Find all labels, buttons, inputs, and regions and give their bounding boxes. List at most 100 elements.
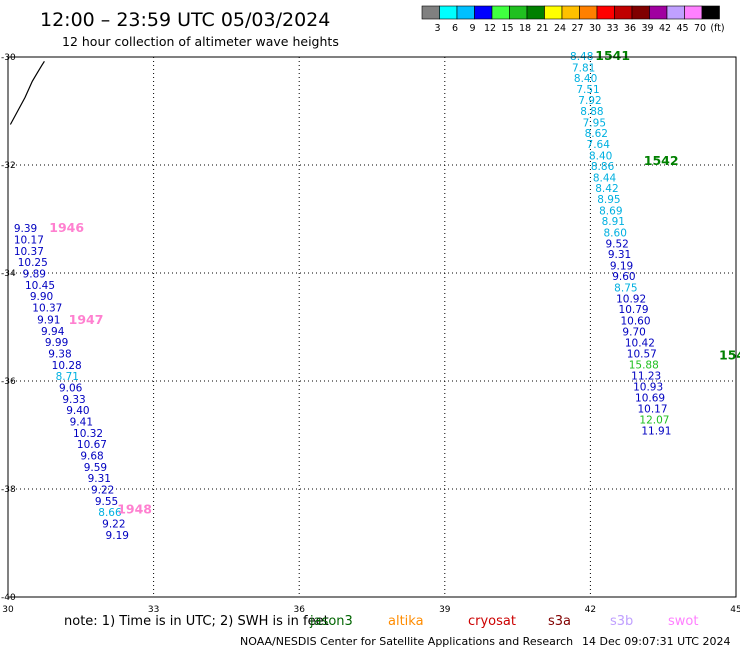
wave-height-value: 15.88 [629, 359, 659, 371]
scale-label: 42 [659, 23, 671, 34]
x-tick-label: 36 [293, 605, 305, 615]
wave-height-value: 10.25 [18, 257, 48, 269]
scale-label: 6 [452, 23, 458, 34]
scale-swatch-15 [684, 5, 703, 20]
wave-height-value: 10.57 [627, 348, 657, 360]
pass-time-label: 1948 [117, 502, 152, 517]
scale-label: 70 [694, 23, 706, 34]
wave-height-value: 8.62 [585, 128, 608, 140]
x-tick-label: 42 [585, 605, 596, 615]
wave-height-value: 9.91 [37, 314, 60, 326]
wave-height-value: 12.07 [639, 414, 669, 426]
wave-height-value: 9.90 [30, 291, 53, 303]
y-tick-label: -40 [1, 593, 16, 603]
wave-height-value: 10.37 [14, 246, 44, 258]
scale-label: 15 [501, 23, 513, 34]
wave-height-value: 9.19 [106, 530, 129, 542]
scale-swatch-6 [526, 5, 545, 20]
color-scale-legend: 3 6 9 12 15 18 21 24 27 30 33 36 39 42 45 70 (ft) [421, 5, 725, 34]
wave-height-value: 8.44 [593, 172, 617, 184]
scale-label: 18 [519, 23, 531, 34]
chart-title: 12:00 – 23:59 UTC 05/03/2024 [40, 9, 330, 31]
wave-height-value: 8.40 [589, 150, 612, 162]
plot-frame [7, 56, 737, 598]
pass-time-label: 1947 [69, 312, 104, 327]
satellite-legend-s3a: s3a [548, 614, 571, 629]
scale-label: 12 [484, 23, 496, 34]
wave-height-value: 7.81 [572, 62, 595, 74]
footer-credit: NOAA/NESDIS Center for Satellite Applica… [240, 635, 573, 648]
scale-swatch-10 [596, 5, 615, 20]
scale-label: (ft) [710, 23, 724, 34]
scale-swatch-11 [614, 5, 633, 20]
satellite-legend-jason3: jason3 [309, 614, 353, 629]
footer-note: note: 1) Time is in UTC; 2) SWH is in fe… [64, 614, 329, 629]
wave-height-value: 9.52 [605, 238, 628, 250]
wave-height-value: 8.42 [595, 183, 618, 195]
pass-time-label: 1946 [49, 220, 84, 235]
wave-height-value: 9.31 [88, 473, 111, 485]
wave-height-value: 8.91 [602, 216, 625, 228]
wave-height-value: 10.93 [633, 381, 663, 393]
wave-height-value: 8.69 [599, 205, 622, 217]
wave-height-value: 8.86 [591, 161, 615, 173]
wave-height-value: 10.37 [32, 303, 62, 315]
wave-height-value: 9.22 [102, 519, 125, 531]
x-tick-label: 33 [148, 605, 159, 615]
plot-area: 30 33 36 39 42 45-30-32-34-36-38-408.487.818.… [1, 48, 740, 615]
scale-label: 36 [624, 23, 636, 34]
scale-swatch-2 [456, 5, 475, 20]
satellite-legend-cryosat: cryosat [468, 614, 516, 629]
scale-swatch-7 [544, 5, 563, 20]
scale-label: 45 [676, 23, 688, 34]
wave-height-value: 9.33 [62, 394, 85, 406]
scale-label: 9 [469, 23, 475, 34]
wave-height-value: 8.60 [604, 228, 627, 240]
coastline [9, 60, 45, 125]
wave-height-value: 9.59 [84, 462, 107, 474]
scale-label: 33 [606, 23, 618, 34]
wave-height-value: 7.51 [576, 84, 599, 96]
wave-height-value: 7.95 [583, 117, 606, 129]
scale-swatch-12 [631, 5, 650, 20]
pass-time-label: 1543 [719, 348, 740, 363]
scale-swatch-13 [649, 5, 668, 20]
wave-height-value: 10.28 [52, 360, 82, 372]
scale-label: 39 [641, 23, 653, 34]
wave-height-value: 10.79 [619, 304, 649, 316]
x-tick-label: 39 [439, 605, 451, 615]
scale-swatch-16 [701, 5, 720, 20]
scale-label: 24 [554, 23, 566, 34]
wave-height-value: 10.17 [14, 235, 44, 247]
satellite-legend-s3b: s3b [610, 614, 633, 629]
wave-height-value: 8.75 [614, 283, 637, 295]
satellite-legend: jason3 altika cryosat s3a s3b swot [309, 614, 698, 629]
wave-height-value: 10.45 [25, 280, 55, 292]
chart-subtitle: 12 hour collection of altimeter wave hei… [62, 34, 339, 49]
wave-height-value: 9.31 [608, 249, 631, 261]
wave-height-value: 10.60 [620, 316, 650, 328]
wave-height-value: 9.19 [610, 260, 633, 272]
footer-timestamp: 14 Dec 09:07:31 UTC 2024 [582, 635, 730, 648]
wave-height-value: 9.70 [622, 326, 645, 338]
wave-height-value: 10.92 [616, 293, 646, 305]
scale-swatch-9 [579, 5, 598, 20]
wave-height-value: 9.60 [612, 271, 635, 283]
wave-height-value: 9.38 [48, 348, 71, 360]
wave-height-value: 8.88 [580, 106, 603, 118]
scale-label: 27 [571, 23, 583, 34]
wave-height-value: 10.42 [625, 338, 655, 350]
scale-swatch-3 [474, 5, 493, 20]
wave-height-value: 7.92 [578, 95, 601, 107]
wave-height-value: 10.32 [73, 428, 103, 440]
scale-swatch-8 [561, 5, 580, 20]
scale-swatch-5 [509, 5, 528, 20]
wave-height-value: 10.69 [635, 393, 665, 405]
satellite-legend-altika: altika [388, 614, 424, 629]
scale-swatch-14 [666, 5, 685, 20]
x-tick-label: 45 [730, 605, 740, 615]
scale-label: 30 [589, 23, 601, 34]
wave-height-value: 9.89 [23, 269, 46, 281]
